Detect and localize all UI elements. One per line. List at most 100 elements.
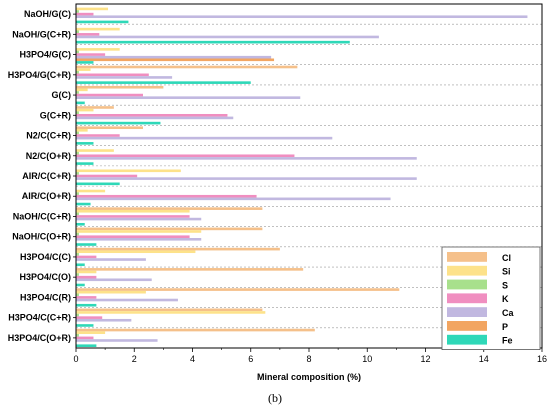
bar-fe	[76, 40, 350, 44]
bar-si	[76, 290, 146, 294]
legend-label-k: K	[502, 294, 509, 304]
bar-s	[76, 70, 79, 74]
bar-ca	[76, 197, 391, 201]
bar-si	[76, 129, 88, 132]
x-tick-label: 14	[479, 354, 489, 364]
bar-s	[76, 91, 79, 94]
legend-label-si: Si	[502, 267, 511, 277]
legend-swatch-k	[447, 293, 487, 304]
category-label: AIR/C(C+R)	[22, 171, 71, 181]
x-tick-label: 10	[362, 354, 372, 364]
bar-fe	[76, 324, 94, 327]
legend-label-ca: Ca	[502, 308, 514, 318]
bar-ca	[76, 96, 301, 99]
bar-cl	[76, 247, 280, 251]
bar-fe	[76, 81, 251, 84]
bar-cl	[76, 65, 298, 69]
bar-fe	[76, 61, 94, 64]
category-label: H3PO4/C(C)	[20, 252, 71, 262]
category-labels: NaOH/G(C) NaOH/G(C+R) H3PO4/G(C) H3PO4/G(C+…	[8, 9, 76, 343]
category-label: H3PO4/C(O+R)	[8, 333, 71, 343]
legend-label-s: S	[502, 280, 508, 290]
bar-fe	[76, 303, 97, 307]
bar-si	[76, 88, 88, 92]
bar-s	[76, 151, 79, 155]
category-label: N2/C(C+R)	[26, 131, 71, 141]
legend-swatch-s	[447, 279, 487, 290]
bar-s	[76, 313, 79, 317]
bar-s	[76, 192, 79, 195]
bar-ca	[76, 157, 417, 160]
bar-k	[76, 194, 257, 198]
legend-label-p: P	[502, 322, 508, 332]
x-tick-label: 0	[73, 354, 78, 364]
bar-ca	[76, 318, 132, 322]
bar-cl	[76, 227, 263, 231]
bar-k	[76, 93, 143, 97]
bar-k	[76, 73, 149, 77]
bar-si	[76, 149, 114, 152]
bar-k	[76, 235, 190, 239]
category-label: NaOH/G(C)	[24, 9, 71, 19]
legend-swatch-si	[447, 265, 487, 276]
bar-s	[76, 253, 79, 256]
bar-fe	[76, 202, 91, 206]
figure-caption: (b)	[268, 391, 282, 405]
category-label: H3PO4/G(C+R)	[8, 70, 71, 80]
bar-s	[76, 30, 79, 34]
bar-fe	[76, 182, 120, 186]
x-tick-label: 2	[132, 354, 137, 364]
bar-fe	[76, 101, 85, 105]
bar-k	[76, 296, 97, 299]
bar-si	[76, 270, 97, 274]
legend-swatch-fe	[447, 334, 487, 345]
bar-s	[76, 273, 79, 276]
bar-k	[76, 255, 97, 259]
bar-si	[76, 68, 91, 71]
bar-k	[76, 53, 106, 56]
bar-s	[76, 10, 79, 13]
category-label: H3PO4/C(R)	[20, 292, 71, 302]
bar-ca	[76, 278, 152, 282]
bar-k	[76, 174, 138, 178]
bar-ca	[76, 76, 173, 79]
bar-si	[76, 209, 190, 213]
bar-s	[76, 111, 79, 114]
bar-cl	[76, 85, 164, 89]
bar-si	[76, 108, 94, 112]
bar-si	[76, 189, 106, 193]
bar-ca	[76, 35, 379, 39]
bar-si	[76, 311, 266, 314]
bar-fe	[76, 162, 94, 165]
bar-k	[76, 316, 103, 319]
category-label: NaOH/G(C+R)	[12, 29, 71, 39]
bar-ca	[76, 55, 272, 59]
bar-p	[76, 58, 275, 62]
bar-k	[76, 215, 190, 218]
bar-si	[76, 7, 109, 11]
bar-si	[76, 230, 202, 233]
bar-k	[76, 134, 120, 137]
bar-ca	[76, 217, 202, 221]
legend-label-fe: Fe	[502, 336, 513, 346]
bar-fe	[76, 344, 97, 347]
bar-s	[76, 293, 79, 297]
bar-ca	[76, 258, 146, 261]
bar-fe	[76, 283, 85, 287]
bars	[76, 7, 528, 347]
category-label: NaOH/C(O+R)	[12, 232, 71, 242]
bar-fe	[76, 121, 161, 125]
x-tick-label: 4	[190, 354, 195, 364]
bar-si	[76, 169, 181, 173]
bar-s	[76, 232, 79, 236]
category-label: H3PO4/C(O)	[19, 272, 71, 282]
bar-cl	[76, 106, 114, 109]
bar-k	[76, 113, 228, 117]
bar-si	[76, 250, 196, 254]
bar-k	[76, 336, 94, 340]
x-tick-label: 16	[537, 354, 547, 364]
bar-fe	[76, 20, 129, 24]
bar-ca	[76, 177, 417, 180]
legend-swatch-p	[447, 321, 487, 331]
